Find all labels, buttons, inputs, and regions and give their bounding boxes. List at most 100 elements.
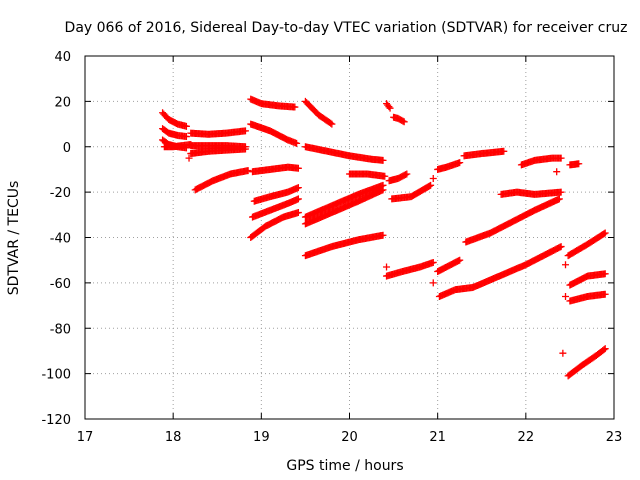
data-series — [346, 170, 389, 180]
data-point — [429, 258, 437, 266]
x-tick-label: 19 — [253, 430, 270, 445]
data-series — [434, 159, 464, 173]
data-point — [557, 154, 565, 162]
data-series — [187, 145, 249, 158]
data-point — [429, 279, 437, 287]
data-series — [383, 263, 391, 271]
chart-title: Day 066 of 2016, Sidereal Day-to-day VTE… — [65, 20, 628, 36]
data-point — [383, 263, 391, 271]
data-series — [301, 231, 387, 260]
data-point — [294, 195, 302, 203]
data-point — [244, 167, 252, 175]
data-point — [557, 188, 565, 196]
data-point — [294, 209, 302, 217]
data-series — [497, 188, 565, 198]
data-point — [293, 139, 301, 147]
data-series — [429, 175, 437, 183]
y-tick-label: -60 — [50, 277, 71, 292]
data-point — [400, 118, 408, 126]
data-series — [460, 147, 508, 160]
x-tick-label: 21 — [429, 430, 446, 445]
data-series — [469, 243, 565, 291]
data-series — [559, 349, 567, 357]
data-series — [383, 258, 437, 280]
data-series — [191, 167, 252, 194]
data-point — [241, 127, 249, 135]
data-point — [601, 290, 609, 298]
data-point — [456, 256, 464, 264]
data-point — [562, 261, 570, 269]
data-point — [500, 147, 508, 155]
y-tick-label: 0 — [63, 141, 71, 156]
y-tick-label: -100 — [41, 368, 71, 383]
y-tick-label: -80 — [50, 322, 71, 337]
x-tick-label: 20 — [341, 430, 358, 445]
data-point — [559, 349, 567, 357]
data-point — [575, 160, 583, 168]
data-point — [425, 182, 433, 190]
data-series — [566, 290, 609, 305]
x-axis-label: GPS time / hours — [286, 458, 403, 474]
data-series — [564, 345, 609, 380]
data-series — [383, 100, 394, 112]
data-point — [379, 186, 387, 194]
data-series — [301, 143, 387, 164]
data-point — [429, 175, 437, 183]
data-series — [390, 113, 408, 126]
data-series — [434, 256, 464, 276]
data-series — [566, 270, 609, 289]
data-series — [562, 292, 570, 300]
data-series — [462, 195, 563, 246]
y-tick-label: -120 — [41, 413, 71, 428]
x-tick-label: 17 — [77, 430, 94, 445]
y-tick-label: 20 — [54, 95, 71, 110]
y-axis: -120 -100 -80 -60 -40 -20 0 20 40 — [41, 50, 614, 428]
data-point — [381, 172, 389, 180]
data-series — [249, 195, 302, 221]
data-point — [427, 181, 435, 189]
data-series — [159, 109, 190, 130]
y-tick-label: 40 — [54, 50, 71, 65]
y-axis-label: SDTVAR / TECUs — [6, 181, 22, 296]
data-series — [566, 160, 583, 169]
data-series — [564, 229, 609, 260]
data-point — [385, 103, 393, 111]
data-series — [185, 154, 193, 162]
data-series — [435, 283, 477, 300]
grid — [85, 56, 614, 419]
data-point — [291, 103, 299, 111]
data-point — [294, 164, 302, 172]
data-point — [601, 229, 609, 237]
data-point — [403, 170, 411, 178]
data-series — [187, 127, 249, 138]
data-point — [185, 154, 193, 162]
data-point — [294, 184, 302, 192]
data-point — [553, 168, 561, 176]
data-point — [601, 345, 609, 353]
x-tick-label: 18 — [165, 430, 182, 445]
y-tick-label: -40 — [50, 232, 71, 247]
data-series — [385, 170, 411, 185]
data-series — [388, 181, 435, 203]
data-series — [250, 184, 302, 205]
y-tick-label: -20 — [50, 186, 71, 201]
data-points — [159, 95, 609, 380]
data-point — [182, 133, 190, 141]
data-point — [379, 231, 387, 239]
data-series — [429, 279, 437, 287]
data-point — [328, 120, 336, 128]
data-point — [456, 159, 464, 167]
data-point — [327, 119, 335, 127]
data-series — [562, 261, 570, 269]
x-axis: 17 18 19 20 21 22 23 — [77, 56, 623, 445]
data-series — [301, 181, 387, 221]
x-tick-label: 23 — [606, 430, 623, 445]
data-series — [247, 95, 299, 111]
data-point — [555, 195, 563, 203]
data-point — [241, 145, 249, 153]
data-point — [182, 122, 190, 130]
data-point — [386, 104, 394, 112]
data-point — [601, 270, 609, 278]
